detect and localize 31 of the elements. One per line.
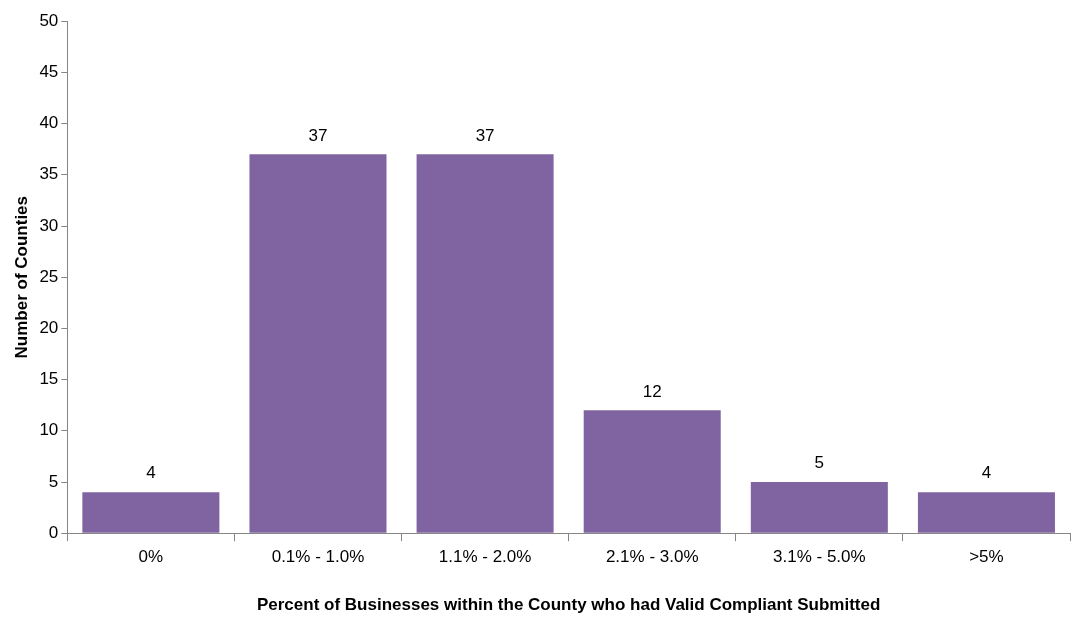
y-tick-label: 5 <box>48 471 59 491</box>
y-tick-label: 45 <box>39 62 59 82</box>
data-label: 37 <box>475 125 495 145</box>
x-tick-label: 3.1% - 5.0% <box>773 547 866 567</box>
y-tick-label: 35 <box>39 164 59 184</box>
y-tick-label: 30 <box>39 215 59 235</box>
x-tick-label: 2.1% - 3.0% <box>605 547 699 567</box>
bar <box>82 492 220 533</box>
x-tick-label: 0.1% - 1.0% <box>271 547 365 567</box>
x-tick-label: 0% <box>138 547 164 567</box>
data-label: 12 <box>642 381 662 401</box>
x-axis-title: Percent of Businesses within the County who had Valid Compliant Submitted <box>256 595 881 615</box>
bar <box>249 154 387 533</box>
y-tick-label: 25 <box>39 266 59 286</box>
y-tick-label: 20 <box>39 318 59 338</box>
data-label: 5 <box>814 453 825 473</box>
y-tick-label: 15 <box>39 369 59 389</box>
data-label: 4 <box>981 463 992 483</box>
data-label: 4 <box>146 463 156 483</box>
y-tick-label: 0 <box>48 522 59 542</box>
x-tick-label: 1.1% - 2.0% <box>438 547 532 567</box>
bar <box>750 482 888 533</box>
y-tick-label: 50 <box>39 10 59 30</box>
x-tick-label: >5% <box>969 547 1004 567</box>
data-label: 37 <box>308 125 328 145</box>
bar <box>583 410 721 533</box>
bar <box>416 154 554 533</box>
y-tick-label: 40 <box>39 113 59 133</box>
y-tick-label: 10 <box>39 420 59 440</box>
bar <box>917 492 1055 533</box>
y-axis-title: Number of Counties <box>11 195 31 359</box>
